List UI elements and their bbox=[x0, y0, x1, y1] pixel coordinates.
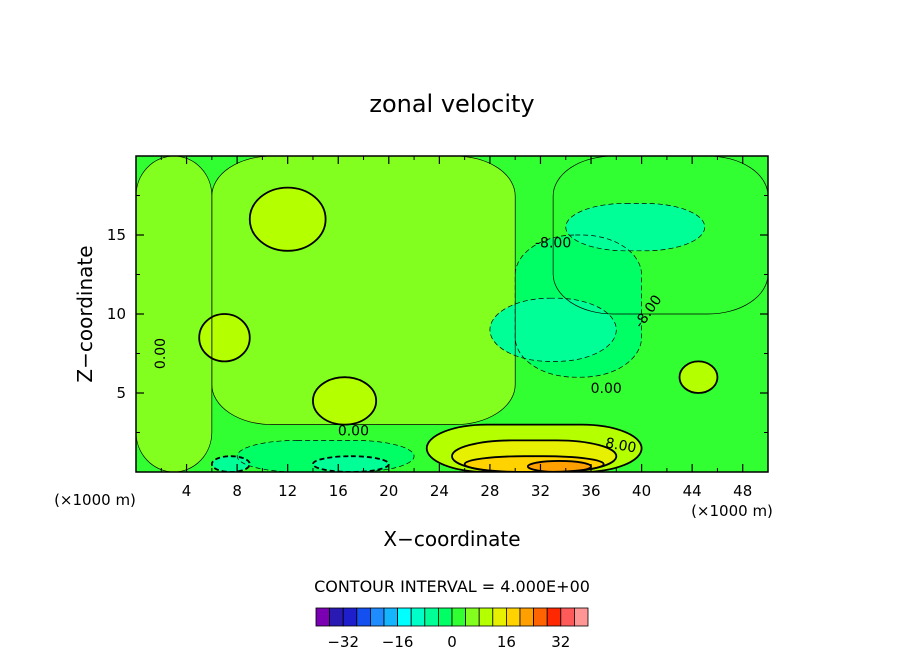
colorbar-tick-label: 32 bbox=[551, 633, 570, 651]
contour-region bbox=[312, 456, 389, 472]
x-tick-label: 36 bbox=[581, 482, 600, 500]
x-tick-label: 44 bbox=[683, 482, 702, 500]
y-axis-ticks: 5 10 15 bbox=[107, 195, 768, 433]
contour-region bbox=[679, 361, 718, 393]
contour-line bbox=[211, 156, 516, 425]
contour-region bbox=[527, 460, 592, 472]
contour-line bbox=[678, 360, 719, 394]
x-tick-label: 28 bbox=[480, 482, 499, 500]
contour-value-label: -8.00 bbox=[535, 236, 571, 252]
colorbar-swatch bbox=[410, 607, 426, 627]
colorbar-swatch bbox=[397, 607, 412, 627]
colorbar-tick-labels: −32 −16 0 16 32 bbox=[327, 633, 570, 651]
colorbar-swatch bbox=[492, 607, 507, 627]
chart-title: zonal velocity bbox=[369, 90, 534, 118]
contour-line bbox=[312, 376, 378, 426]
colorbar-swatch bbox=[424, 607, 439, 627]
colorbar-swatch bbox=[574, 607, 589, 627]
contour-region bbox=[249, 187, 326, 251]
colorbar-swatch bbox=[369, 607, 385, 627]
x-unit-label-left: (×1000 m) bbox=[54, 491, 136, 509]
contour-line bbox=[236, 440, 415, 472]
colorbar-swatch bbox=[383, 607, 399, 627]
colorbar bbox=[315, 607, 589, 627]
colorbar-swatch bbox=[342, 607, 358, 627]
x-tick-label: 4 bbox=[182, 482, 192, 500]
colorbar-swatch bbox=[451, 607, 467, 627]
contour-line bbox=[552, 156, 768, 315]
y-tick-label: 15 bbox=[107, 226, 126, 244]
x-tick-label: 32 bbox=[531, 482, 550, 500]
contour-line bbox=[565, 203, 706, 252]
colorbar-tick-label: −16 bbox=[382, 633, 414, 651]
x-axis-label: X−coordinate bbox=[383, 527, 520, 551]
contour-region bbox=[565, 203, 705, 251]
colorbar-swatch bbox=[546, 607, 562, 627]
velocity-field bbox=[136, 156, 768, 472]
contour-line bbox=[248, 186, 327, 252]
contour-value-label: 0.00 bbox=[338, 424, 369, 440]
x-unit-label-right: (×1000 m) bbox=[691, 502, 773, 520]
colorbar-swatch bbox=[478, 607, 494, 627]
colorbar-tick-label: −32 bbox=[327, 633, 359, 651]
contour-line bbox=[463, 455, 605, 472]
contour-region bbox=[312, 377, 377, 425]
colorbar-swatch bbox=[329, 607, 344, 627]
contour-line bbox=[198, 313, 251, 363]
x-tick-label: 8 bbox=[232, 482, 242, 500]
x-tick-label: 12 bbox=[278, 482, 297, 500]
contour-value-label: 0.00 bbox=[591, 381, 622, 397]
colorbar-tick-label: 0 bbox=[447, 633, 457, 651]
contour-value-label: 8.00 bbox=[604, 435, 637, 456]
colorbar-swatch bbox=[356, 607, 371, 627]
colorbar-swatch bbox=[519, 607, 535, 627]
x-axis-ticks: 4 8 12 16 20 24 28 32 36 40 44 48 bbox=[160, 156, 752, 500]
x-tick-label: 48 bbox=[733, 482, 752, 500]
colorbar-swatch bbox=[315, 607, 331, 627]
contour-line bbox=[312, 455, 390, 472]
contour-line bbox=[514, 234, 642, 378]
colorbar-swatch bbox=[465, 607, 480, 627]
colorbar-swatch bbox=[533, 607, 548, 627]
x-tick-label: 20 bbox=[379, 482, 398, 500]
colorbar-swatch bbox=[560, 607, 575, 627]
y-tick-label: 10 bbox=[107, 305, 126, 323]
y-tick-label: 5 bbox=[116, 384, 126, 402]
contour-line bbox=[210, 455, 251, 472]
contour-interval-label: CONTOUR INTERVAL = 4.000E+00 bbox=[314, 577, 590, 596]
contour-region bbox=[489, 298, 617, 362]
y-axis-label: Z−coordinate bbox=[73, 245, 97, 382]
contour-line bbox=[489, 297, 617, 362]
x-tick-label: 40 bbox=[632, 482, 651, 500]
contour-line bbox=[425, 423, 643, 472]
colorbar-swatch bbox=[437, 607, 453, 627]
contour-region bbox=[211, 456, 250, 472]
colorbar-tick-label: 16 bbox=[497, 633, 516, 651]
contour-value-label: 0.00 bbox=[153, 338, 169, 369]
contour-region bbox=[136, 156, 212, 472]
x-tick-label: 24 bbox=[430, 482, 449, 500]
x-tick-label: 16 bbox=[329, 482, 348, 500]
colorbar-swatch bbox=[505, 607, 521, 627]
